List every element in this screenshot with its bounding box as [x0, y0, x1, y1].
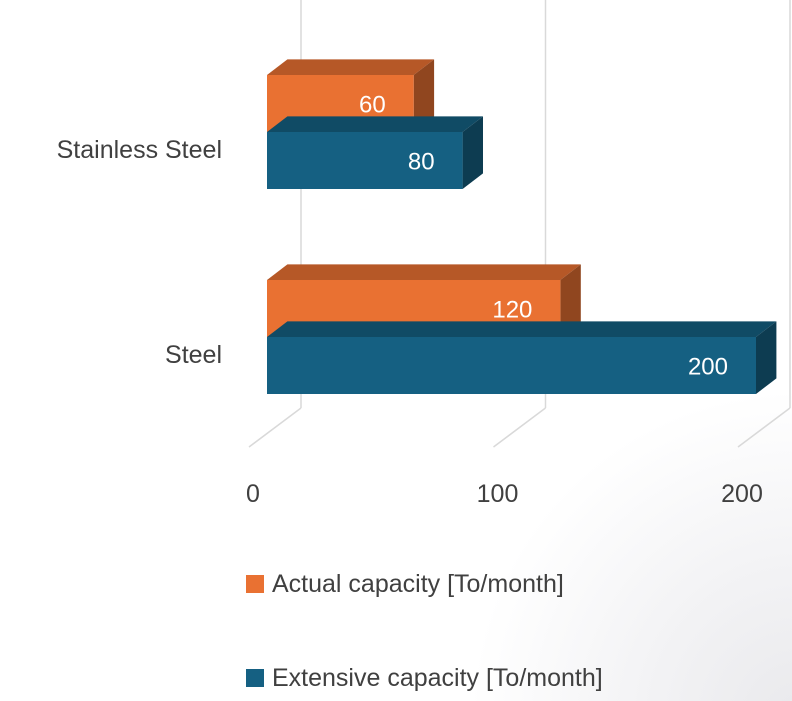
legend-swatch — [246, 669, 264, 687]
data-label: 80 — [408, 149, 435, 176]
bar-1-0-top — [267, 321, 777, 337]
floor-gridline-0 — [248, 407, 302, 448]
bars — [267, 59, 777, 394]
category-label: Stainless Steel — [57, 136, 222, 164]
x-tick-label: 0 — [246, 480, 260, 508]
x-tick-label: 100 — [477, 480, 519, 508]
bar-0-0-side — [560, 264, 581, 337]
labels: 0 100 200 Steel 120 200 Stainless Steel 60 80 — [57, 92, 763, 509]
legend-entry: Extensive capacity [To/month] — [272, 664, 603, 692]
bar-1-0-side — [756, 321, 777, 394]
bar-0-1-top — [267, 59, 435, 75]
bar-1-1 — [267, 132, 463, 189]
bar-0-1-side — [413, 59, 435, 132]
bar-1-0 — [267, 337, 756, 394]
floor-gridline-100 — [493, 407, 546, 448]
bar-1-1-side — [462, 116, 483, 189]
data-label: 60 — [359, 92, 386, 119]
bar-1-1-top — [267, 116, 483, 132]
legend: Actual capacity [To/month] Extensive capa… — [246, 570, 603, 692]
data-label: 120 — [492, 297, 532, 324]
data-label: 200 — [688, 354, 728, 381]
x-tick-label: 200 — [721, 480, 763, 508]
legend-entry: Actual capacity [To/month] — [272, 570, 564, 598]
category-label: Steel — [165, 341, 222, 369]
legend-swatch — [246, 575, 264, 593]
bar-0-0-top — [267, 264, 581, 280]
floor-gridline-200 — [737, 407, 791, 448]
